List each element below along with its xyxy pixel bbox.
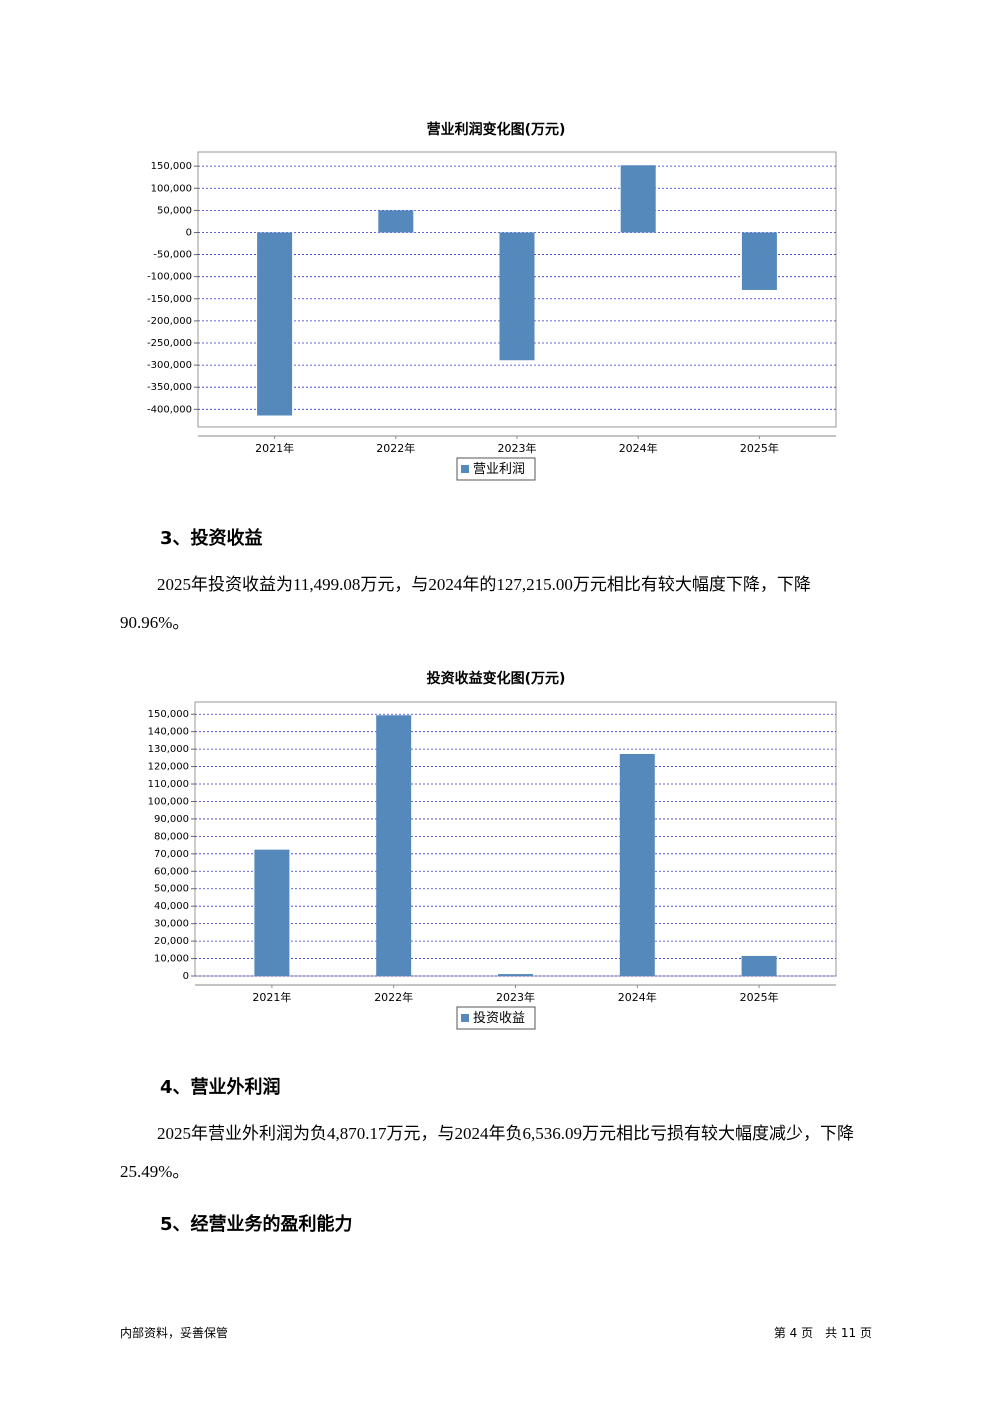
paragraph: 2025年营业外利润为负4,870.17万元，与2024年负6,536.09万元… <box>120 1124 854 1181</box>
y-tick-label: -250,000 <box>147 338 192 349</box>
bar <box>620 165 656 233</box>
y-tick-label: 40,000 <box>154 901 189 912</box>
y-tick-label: 150,000 <box>151 161 192 172</box>
bar <box>254 849 290 976</box>
bar <box>498 974 533 976</box>
bar <box>741 232 777 290</box>
footer-left: 内部资料，妥善保管 <box>120 1326 229 1340</box>
y-tick-label: -150,000 <box>147 294 192 305</box>
y-tick-label: 10,000 <box>154 954 189 965</box>
section-heading: 5、经营业务的盈利能力 <box>160 1214 353 1235</box>
y-tick-label: 0 <box>183 971 189 982</box>
x-tick-label: 2021年 <box>252 990 291 1004</box>
chart-title: 营业利润变化图(万元) <box>427 121 566 138</box>
y-tick-label: 30,000 <box>154 919 189 930</box>
y-tick-label: 70,000 <box>154 849 189 860</box>
y-tick-label: 0 <box>186 227 192 238</box>
bar <box>499 232 535 361</box>
y-tick-label: -400,000 <box>147 404 192 415</box>
y-tick-label: -300,000 <box>147 360 192 371</box>
x-tick-label: 2021年 <box>255 441 294 455</box>
legend-label: 营业利润 <box>473 462 525 477</box>
chart: 投资收益变化图(万元) 0 10,000 20,000 30,000 40,000 50,0… <box>148 670 837 1030</box>
x-tick-label: 2024年 <box>618 990 657 1004</box>
y-tick-label: 130,000 <box>148 744 189 755</box>
y-tick-label: 100,000 <box>148 796 189 807</box>
paragraph: 2025年投资收益为11,499.08万元，与2024年的127,215.00万… <box>120 575 811 632</box>
y-tick-label: -350,000 <box>147 382 192 393</box>
bar <box>741 955 777 976</box>
footer-right: 第 4 页 共 11 页 <box>773 1326 872 1340</box>
legend-box <box>456 1006 536 1030</box>
y-tick-label: 150,000 <box>148 709 189 720</box>
y-tick-label: 50,000 <box>157 205 192 216</box>
section-heading: 3、投资收益 <box>160 528 263 549</box>
y-tick-label: 60,000 <box>154 866 189 877</box>
y-tick-label: -100,000 <box>147 272 192 283</box>
x-tick-label: 2022年 <box>374 990 413 1004</box>
legend-box <box>456 457 536 481</box>
y-tick-label: 100,000 <box>151 183 192 194</box>
legend-label: 投资收益 <box>473 1010 525 1026</box>
y-tick-label: 80,000 <box>154 831 189 842</box>
y-tick-label: -200,000 <box>147 316 192 327</box>
y-tick-label: 20,000 <box>154 936 189 947</box>
chart: 营业利润变化图(万元) 150,000 100,000 50,000 0 -50,000 -… <box>147 121 837 481</box>
y-tick-label: 110,000 <box>148 779 189 790</box>
bar <box>619 753 655 976</box>
y-tick-label: 140,000 <box>148 727 189 738</box>
bar <box>376 715 412 976</box>
section-heading: 4、营业外利润 <box>160 1077 281 1098</box>
y-tick-label: 120,000 <box>148 762 189 773</box>
x-tick-label: 2025年 <box>740 441 779 455</box>
plot-area <box>194 701 837 977</box>
y-tick-label: 90,000 <box>154 814 189 825</box>
x-tick-label: 2024年 <box>619 441 658 455</box>
y-tick-label: 50,000 <box>154 884 189 895</box>
x-tick-label: 2023年 <box>496 990 535 1004</box>
x-tick-label: 2023年 <box>498 441 537 455</box>
chart-title: 投资收益变化图(万元) <box>427 670 566 687</box>
legend-swatch <box>461 465 469 473</box>
bar <box>378 210 414 233</box>
bar <box>257 232 293 416</box>
y-tick-label: -50,000 <box>153 250 192 261</box>
x-tick-label: 2025年 <box>740 990 779 1004</box>
legend-swatch <box>461 1014 469 1022</box>
x-tick-label: 2022年 <box>376 441 415 455</box>
